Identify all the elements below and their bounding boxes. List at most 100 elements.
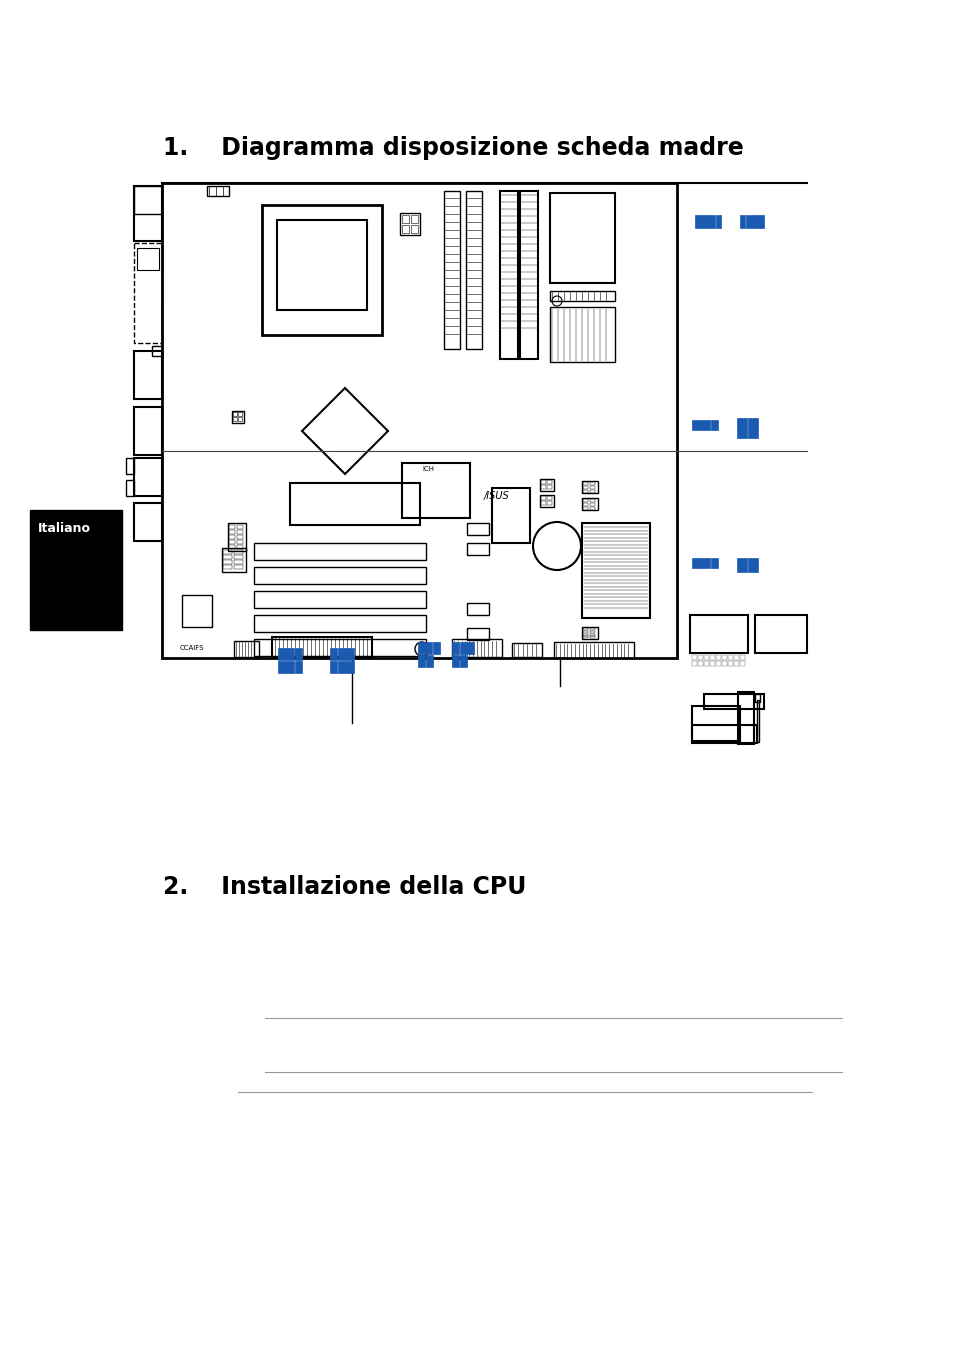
Bar	[467, 523, 489, 535]
Text: CCAIFS: CCAIFS	[180, 644, 204, 651]
Bar	[703, 694, 763, 709]
Bar	[546, 501, 552, 505]
Bar	[754, 615, 806, 653]
Bar	[232, 411, 244, 423]
Bar	[582, 503, 587, 507]
Bar	[539, 480, 554, 490]
Bar	[133, 458, 162, 496]
Bar	[276, 220, 367, 309]
Bar	[582, 634, 587, 635]
Bar	[277, 661, 294, 673]
Bar	[747, 558, 758, 571]
Bar	[236, 544, 243, 549]
Bar	[546, 496, 552, 500]
Bar	[133, 243, 162, 343]
Bar	[229, 530, 234, 534]
Bar	[236, 526, 243, 530]
Bar	[499, 190, 517, 359]
Bar	[401, 463, 470, 517]
Bar	[492, 488, 530, 543]
Bar	[330, 661, 336, 673]
Bar	[253, 590, 426, 608]
Bar	[582, 490, 587, 493]
Bar	[540, 501, 545, 505]
Bar	[589, 499, 595, 503]
Bar	[237, 412, 242, 416]
Bar	[294, 661, 302, 673]
Bar	[459, 655, 467, 667]
Bar	[223, 561, 232, 563]
Bar	[550, 290, 615, 301]
Bar	[581, 499, 598, 509]
Bar	[337, 661, 354, 673]
Bar	[452, 639, 501, 657]
Bar	[546, 485, 552, 489]
Bar	[337, 648, 354, 661]
Bar	[582, 628, 587, 630]
Bar	[721, 661, 726, 666]
Bar	[747, 417, 758, 438]
Bar	[695, 215, 714, 228]
Bar	[540, 485, 545, 489]
Bar	[133, 186, 162, 240]
Bar	[550, 193, 615, 282]
Bar	[459, 642, 474, 654]
Bar	[236, 540, 243, 544]
Bar	[417, 642, 432, 654]
Bar	[229, 526, 234, 530]
Bar	[581, 523, 649, 617]
Bar	[126, 458, 133, 474]
Bar	[689, 615, 747, 653]
Bar	[582, 499, 587, 503]
Bar	[467, 543, 489, 555]
Bar	[233, 555, 243, 559]
Bar	[133, 503, 162, 540]
Bar	[727, 661, 732, 666]
Bar	[727, 655, 732, 661]
Bar	[581, 481, 598, 493]
Text: 2.    Installazione della CPU: 2. Installazione della CPU	[163, 875, 526, 898]
Bar	[737, 558, 746, 571]
Bar	[133, 351, 162, 399]
Bar	[691, 655, 697, 661]
Bar	[253, 615, 426, 632]
Bar	[554, 642, 634, 658]
Bar	[229, 540, 234, 544]
Bar	[546, 480, 552, 484]
Bar	[691, 558, 709, 567]
Bar	[465, 190, 481, 349]
Bar	[691, 420, 709, 430]
Bar	[589, 631, 595, 632]
Bar	[162, 182, 677, 658]
Bar	[709, 655, 714, 661]
Bar	[223, 550, 232, 554]
Bar	[737, 417, 746, 438]
Bar	[512, 643, 541, 657]
Bar	[133, 407, 162, 455]
Bar	[589, 628, 595, 630]
Bar	[262, 205, 381, 335]
Text: Italiano: Italiano	[38, 521, 91, 535]
Text: ICH: ICH	[421, 466, 434, 471]
Bar	[236, 535, 243, 539]
Bar	[691, 661, 697, 666]
Bar	[703, 661, 708, 666]
Text: /ISUS: /ISUS	[483, 490, 509, 501]
Bar	[277, 648, 294, 661]
Bar	[207, 186, 229, 196]
Bar	[740, 215, 744, 228]
Bar	[757, 700, 759, 742]
Bar	[710, 420, 718, 430]
Bar	[401, 215, 409, 223]
Bar	[716, 661, 720, 666]
Bar	[399, 213, 419, 235]
Bar	[540, 480, 545, 484]
Bar	[740, 655, 744, 661]
Bar	[550, 307, 615, 362]
Bar	[467, 628, 489, 640]
Bar	[519, 190, 537, 359]
Bar	[582, 631, 587, 632]
Bar	[433, 642, 439, 654]
Bar	[733, 655, 739, 661]
Bar	[294, 648, 302, 661]
